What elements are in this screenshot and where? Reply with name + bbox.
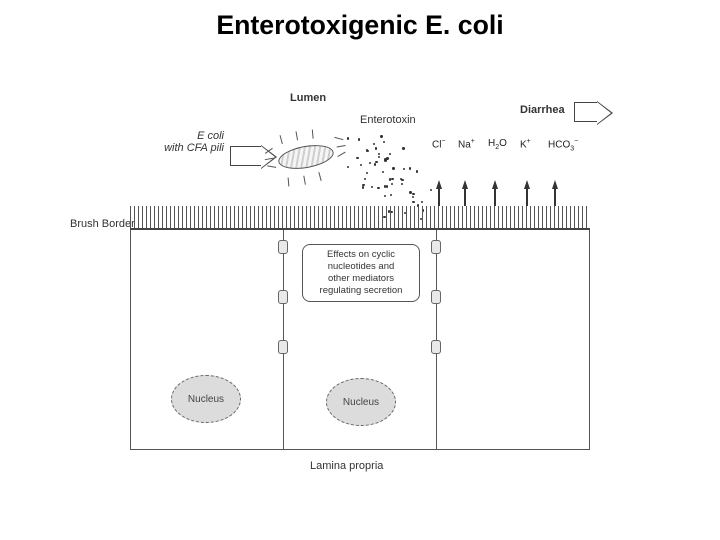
cell-2: Effects on cyclic nucleotides and other … — [284, 230, 437, 449]
label-lumen: Lumen — [290, 92, 326, 104]
enterotoxin-dots — [340, 126, 435, 206]
arrow-ecoli — [230, 146, 262, 166]
tight-junction — [278, 290, 288, 304]
tight-junction — [431, 240, 441, 254]
label-lamina-propria: Lamina propria — [310, 460, 383, 472]
bacterium-pili — [272, 137, 340, 178]
ion-label: H2O — [488, 138, 507, 151]
up-arrow-icon — [552, 180, 558, 189]
up-arrow-icon — [436, 180, 442, 189]
label-enterotoxin: Enterotoxin — [360, 114, 416, 126]
up-arrow-icon — [462, 180, 468, 189]
ion-label: K+ — [520, 138, 531, 150]
diagram-container: Lumen E coli with CFA pili Enterotoxin D… — [90, 80, 630, 480]
tight-junction — [431, 340, 441, 354]
arrow-diarrhea — [574, 102, 598, 122]
effects-box: Effects on cyclic nucleotides and other … — [302, 244, 420, 302]
up-arrow-icon — [524, 180, 530, 189]
tight-junction — [278, 340, 288, 354]
ion-label: Cl− — [432, 138, 446, 150]
ion-label: Na+ — [458, 138, 475, 150]
nucleus: Nucleus — [326, 378, 396, 426]
nucleus: Nucleus — [171, 375, 241, 423]
epithelial-cells: Nucleus Effects on cyclic nucleotides an… — [130, 230, 590, 450]
ion-label: HCO3− — [548, 138, 578, 152]
cell-1: Nucleus — [131, 230, 284, 449]
label-brush-border: Brush Border — [70, 218, 135, 230]
tight-junction — [431, 290, 441, 304]
nucleus-label: Nucleus — [188, 394, 224, 405]
nucleus-label: Nucleus — [343, 397, 379, 408]
tight-junction — [278, 240, 288, 254]
cell-3 — [437, 230, 589, 449]
brush-border-villi — [130, 206, 590, 230]
label-ecoli-pili: E coli with CFA pili — [134, 130, 224, 154]
bacterium — [277, 141, 336, 172]
up-arrow-icon — [492, 180, 498, 189]
brush-border — [130, 206, 590, 230]
page-title: Enterotoxigenic E. coli — [0, 10, 720, 41]
label-diarrhea: Diarrhea — [520, 104, 565, 116]
